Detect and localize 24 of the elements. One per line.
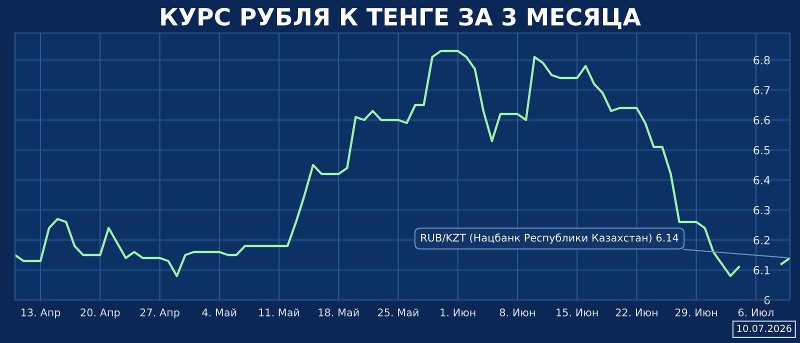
x-tick-label: 18. Май <box>318 308 359 316</box>
x-tick-label: 1. Июн <box>440 308 476 316</box>
x-tick-label: 29. Июн <box>675 308 717 316</box>
x-tick-label: 25. Май <box>378 308 418 316</box>
y-tick-label: 6.7 <box>754 86 770 94</box>
x-tick-label: 22. Июн <box>616 308 658 316</box>
y-tick-label: 6.8 <box>754 56 770 64</box>
y-tick-label: 6.6 <box>754 116 770 124</box>
y-tick-label: 6.4 <box>754 176 770 184</box>
x-tick-label: 4. Май <box>202 308 236 316</box>
y-tick-label: 6.2 <box>754 236 770 244</box>
y-tick-label: 6.3 <box>754 206 770 214</box>
annotation: RUB/KZT (Нацбанк Республики Казахстан) 6.14 <box>421 233 678 244</box>
x-tick-label: 6. Июл <box>738 308 774 316</box>
x-tick-label: 13. Апр <box>21 308 60 318</box>
y-tick-label: 6.1 <box>754 266 770 274</box>
x-tick-label: 11. Май <box>259 308 300 316</box>
chart-title: КУРС РУБЛЯ К ТЕНГЕ ЗА 3 МЕСЯЦА <box>161 8 641 30</box>
x-tick-label: 20. Апр <box>80 308 120 318</box>
text: 10.07.2026 <box>737 324 792 332</box>
y-tick-label: 6.5 <box>754 146 770 154</box>
x-tick-label: 8. Июн <box>500 308 535 316</box>
x-tick-label: 15. Июн <box>556 308 598 316</box>
x-tick-label: 27. Апр <box>140 308 180 318</box>
